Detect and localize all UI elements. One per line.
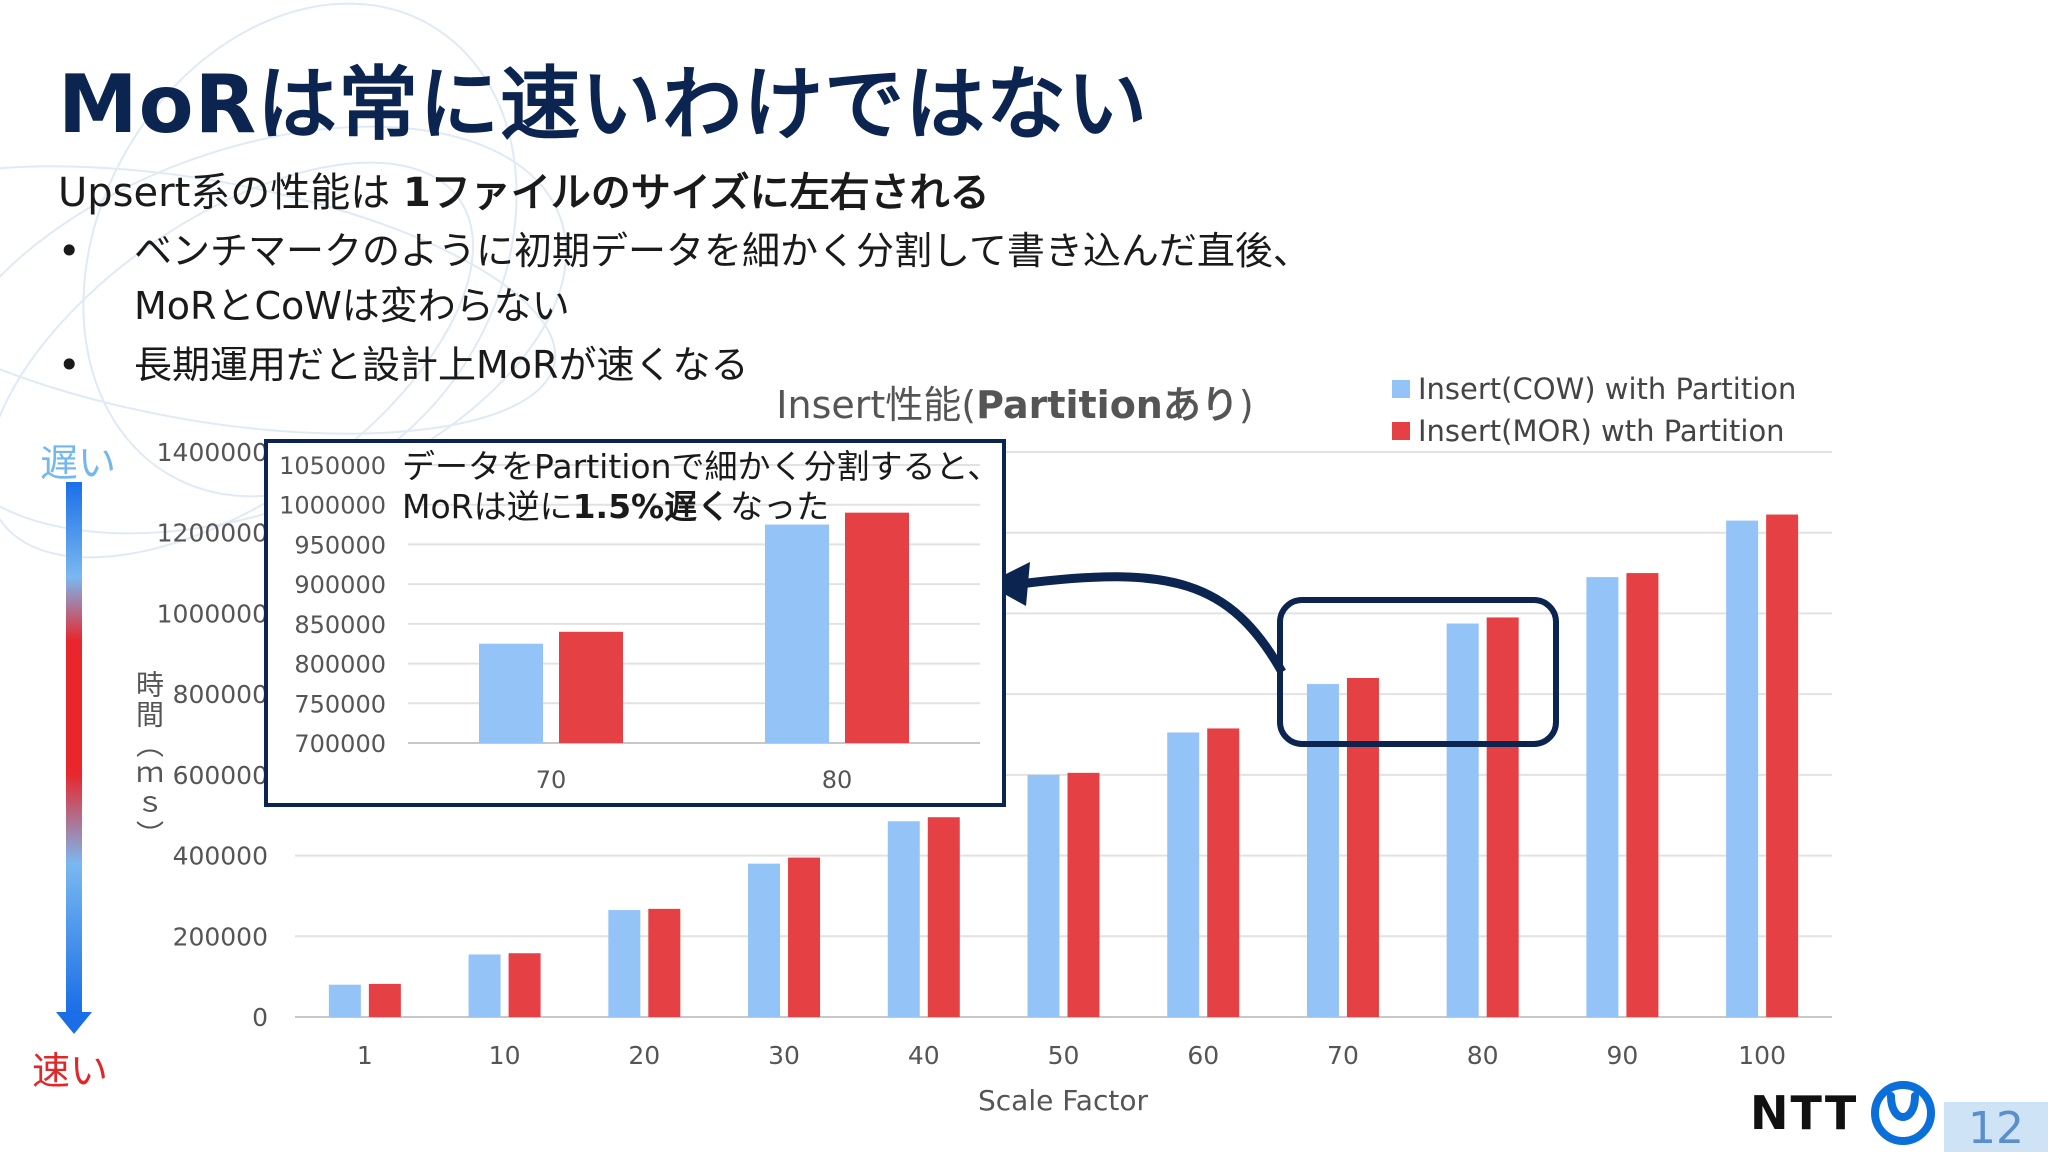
bar-cow-100 — [1726, 520, 1759, 1017]
bar-mor-80 — [1486, 617, 1519, 1017]
slow-label: 遅い — [40, 441, 117, 485]
bar-cow-1 — [328, 984, 361, 1017]
x-tick-label: 60 — [1187, 1041, 1219, 1070]
inset-annotation-line2: MoRは逆に1.5%遅くなった — [402, 487, 830, 526]
bar-mor-90 — [1626, 573, 1659, 1017]
arrow-down-icon — [56, 1012, 92, 1034]
y-tick-label: 1000000 — [157, 599, 268, 628]
x-tick-label: 90 — [1607, 1041, 1639, 1070]
bar-mor-50 — [1067, 772, 1100, 1017]
bar-cow-50 — [1027, 774, 1060, 1017]
x-tick-label: 70 — [1327, 1041, 1359, 1070]
page-title: MoRは常に速いわけではない — [58, 58, 1149, 151]
bullet-mark: • — [58, 343, 81, 387]
y-tick-label: 600000 — [173, 761, 268, 790]
y-tick-label: 1050000 — [279, 452, 386, 480]
y-tick-label: 200000 — [173, 922, 268, 951]
bar-mor-40 — [927, 817, 960, 1017]
y-tick-label: 850000 — [294, 611, 386, 639]
bar-cow-10 — [468, 954, 501, 1017]
bullet-line: 長期運用だと設計上MoRが速くなる — [134, 343, 749, 387]
bullet-line: ベンチマークのように初期データを細かく分割して書き込んだ直後、 — [134, 229, 1311, 273]
bar-cow-80 — [1446, 623, 1479, 1017]
subtitle-prefix: Upsert系の性能は — [58, 170, 391, 216]
y-tick-label: 800000 — [173, 680, 268, 709]
bar-mor-80 — [845, 512, 909, 743]
page-number: 12 — [1944, 1102, 2048, 1154]
legend-swatch-cow — [1392, 380, 1410, 398]
bar-mor-70 — [1346, 678, 1379, 1017]
speed-gradient-arrow — [66, 482, 82, 1012]
bar-cow-70 — [479, 643, 543, 743]
arrow-head-icon — [986, 562, 1030, 606]
bar-mor-10 — [508, 953, 541, 1017]
bullet-line-continued: MoRとCoWは変わらない — [134, 284, 570, 328]
callout-arrow — [1019, 572, 1286, 675]
x-tick-label: 10 — [489, 1041, 521, 1070]
subtitle-bold: 1ファイルのサイズに左右される — [402, 170, 990, 216]
y-tick-label: 400000 — [173, 842, 268, 871]
bullet-mark: • — [58, 229, 81, 273]
bar-mor-100 — [1766, 514, 1799, 1017]
inset-annotation-line1: データをPartitionで細かく分割すると、 — [402, 447, 1001, 486]
x-tick-label: 80 — [822, 766, 853, 794]
y-tick-label: 1400000 — [157, 438, 268, 467]
bar-mor-70 — [559, 631, 623, 743]
bar-cow-80 — [765, 524, 829, 743]
ntt-logo-text: NTT — [1750, 1086, 1859, 1140]
x-tick-label: 100 — [1738, 1041, 1786, 1070]
ntt-logo-icon — [1871, 1081, 1935, 1145]
x-tick-label: 50 — [1048, 1041, 1080, 1070]
y-tick-label: 1200000 — [157, 519, 268, 548]
bar-mor-60 — [1207, 728, 1240, 1017]
chart-legend: Insert(COW) with Partition Insert(MOR) w… — [1392, 372, 1796, 448]
x-tick-label: 80 — [1467, 1041, 1499, 1070]
y-tick-label: 800000 — [294, 651, 386, 679]
legend-label-cow: Insert(COW) with Partition — [1418, 372, 1796, 406]
bar-mor-30 — [788, 857, 821, 1017]
bar-cow-70 — [1306, 684, 1339, 1017]
bullet-item: • 長期運用だと設計上MoRが速くなる — [58, 334, 748, 389]
bar-cow-40 — [887, 821, 920, 1017]
legend-label-mor: Insert(MOR) wth Partition — [1418, 414, 1785, 448]
y-tick-label: 750000 — [294, 690, 386, 718]
bar-cow-20 — [608, 910, 641, 1017]
x-tick-label: 20 — [628, 1041, 660, 1070]
x-tick-label: 70 — [536, 766, 567, 794]
y-tick-label: 900000 — [294, 571, 386, 599]
bar-cow-90 — [1586, 577, 1619, 1017]
bar-mor-20 — [648, 908, 681, 1017]
x-tick-label: 30 — [768, 1041, 800, 1070]
bar-cow-30 — [748, 863, 781, 1017]
x-axis-label: Scale Factor — [978, 1084, 1148, 1117]
y-tick-label: 950000 — [294, 531, 386, 559]
fast-label: 速い — [32, 1049, 109, 1093]
bullet-item: • ベンチマークのように初期データを細かく分割して書き込んだ直後、 MoRとCoW… — [58, 220, 1311, 330]
inset-zoom-chart: 700000 750000 800000 850000 900000 950000 1000… — [264, 439, 1006, 807]
y-tick-label: 700000 — [294, 730, 386, 758]
y-tick-label: 0 — [252, 1003, 268, 1032]
y-tick-label: 1000000 — [279, 492, 386, 520]
y-axis-label: 時間（ｍｓ） — [132, 670, 165, 850]
chart-title: Insert性能(Partitionあり) — [776, 383, 1253, 427]
inset-bar-chart: 700000 750000 800000 850000 900000 950000 1000… — [279, 452, 980, 794]
subtitle: Upsert系の性能は 1ファイルのサイズに左右される — [58, 160, 990, 218]
inset-annotation: データをPartitionで細かく分割すると、 MoRは逆に1.5%遅くなった — [402, 447, 1000, 527]
bar-mor-1 — [368, 983, 401, 1017]
legend-swatch-mor — [1392, 422, 1410, 440]
x-tick-label: 1 — [357, 1041, 373, 1070]
bar-cow-60 — [1167, 732, 1200, 1017]
x-tick-label: 40 — [908, 1041, 940, 1070]
